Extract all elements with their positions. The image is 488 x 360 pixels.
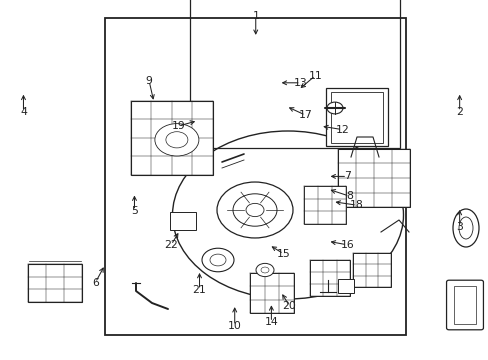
Circle shape bbox=[202, 248, 234, 272]
Bar bbox=[190, 0, 399, 148]
Text: 1: 1 bbox=[252, 11, 259, 21]
Bar bbox=[170, 212, 196, 230]
Ellipse shape bbox=[172, 131, 403, 299]
Bar bbox=[337, 279, 353, 293]
Bar bbox=[28, 264, 82, 302]
Text: 17: 17 bbox=[298, 110, 312, 120]
Text: 11: 11 bbox=[308, 71, 322, 81]
Bar bbox=[249, 273, 293, 313]
Circle shape bbox=[245, 203, 264, 217]
Text: 13: 13 bbox=[293, 78, 307, 88]
Text: 9: 9 bbox=[145, 76, 152, 86]
Bar bbox=[352, 253, 390, 287]
Bar bbox=[131, 101, 213, 175]
Text: 10: 10 bbox=[227, 321, 241, 331]
Text: 12: 12 bbox=[335, 125, 348, 135]
Circle shape bbox=[256, 264, 273, 276]
Text: 16: 16 bbox=[340, 240, 353, 250]
Circle shape bbox=[261, 267, 268, 273]
Ellipse shape bbox=[458, 217, 472, 239]
Bar bbox=[325, 88, 387, 146]
Text: 21: 21 bbox=[192, 285, 206, 295]
Circle shape bbox=[155, 123, 199, 156]
Text: 3: 3 bbox=[455, 222, 462, 232]
Bar bbox=[309, 260, 349, 296]
Bar bbox=[330, 91, 382, 143]
Text: 5: 5 bbox=[131, 206, 138, 216]
Ellipse shape bbox=[452, 209, 478, 247]
Text: 2: 2 bbox=[455, 107, 462, 117]
Text: 7: 7 bbox=[343, 171, 350, 181]
Circle shape bbox=[232, 194, 276, 226]
Bar bbox=[453, 285, 475, 324]
Bar bbox=[105, 18, 405, 335]
Bar bbox=[337, 149, 409, 207]
Circle shape bbox=[209, 254, 225, 266]
Text: 19: 19 bbox=[171, 121, 185, 131]
Bar bbox=[304, 186, 346, 224]
Text: 14: 14 bbox=[264, 317, 278, 327]
Text: 22: 22 bbox=[164, 240, 178, 250]
Circle shape bbox=[217, 182, 292, 238]
Text: 8: 8 bbox=[346, 191, 352, 201]
Text: 20: 20 bbox=[282, 301, 296, 311]
Text: 15: 15 bbox=[276, 249, 290, 259]
Text: 18: 18 bbox=[349, 200, 363, 210]
Circle shape bbox=[326, 102, 342, 114]
Text: 4: 4 bbox=[20, 107, 27, 117]
FancyBboxPatch shape bbox=[446, 280, 483, 330]
Text: 6: 6 bbox=[92, 278, 99, 288]
Circle shape bbox=[165, 132, 187, 148]
